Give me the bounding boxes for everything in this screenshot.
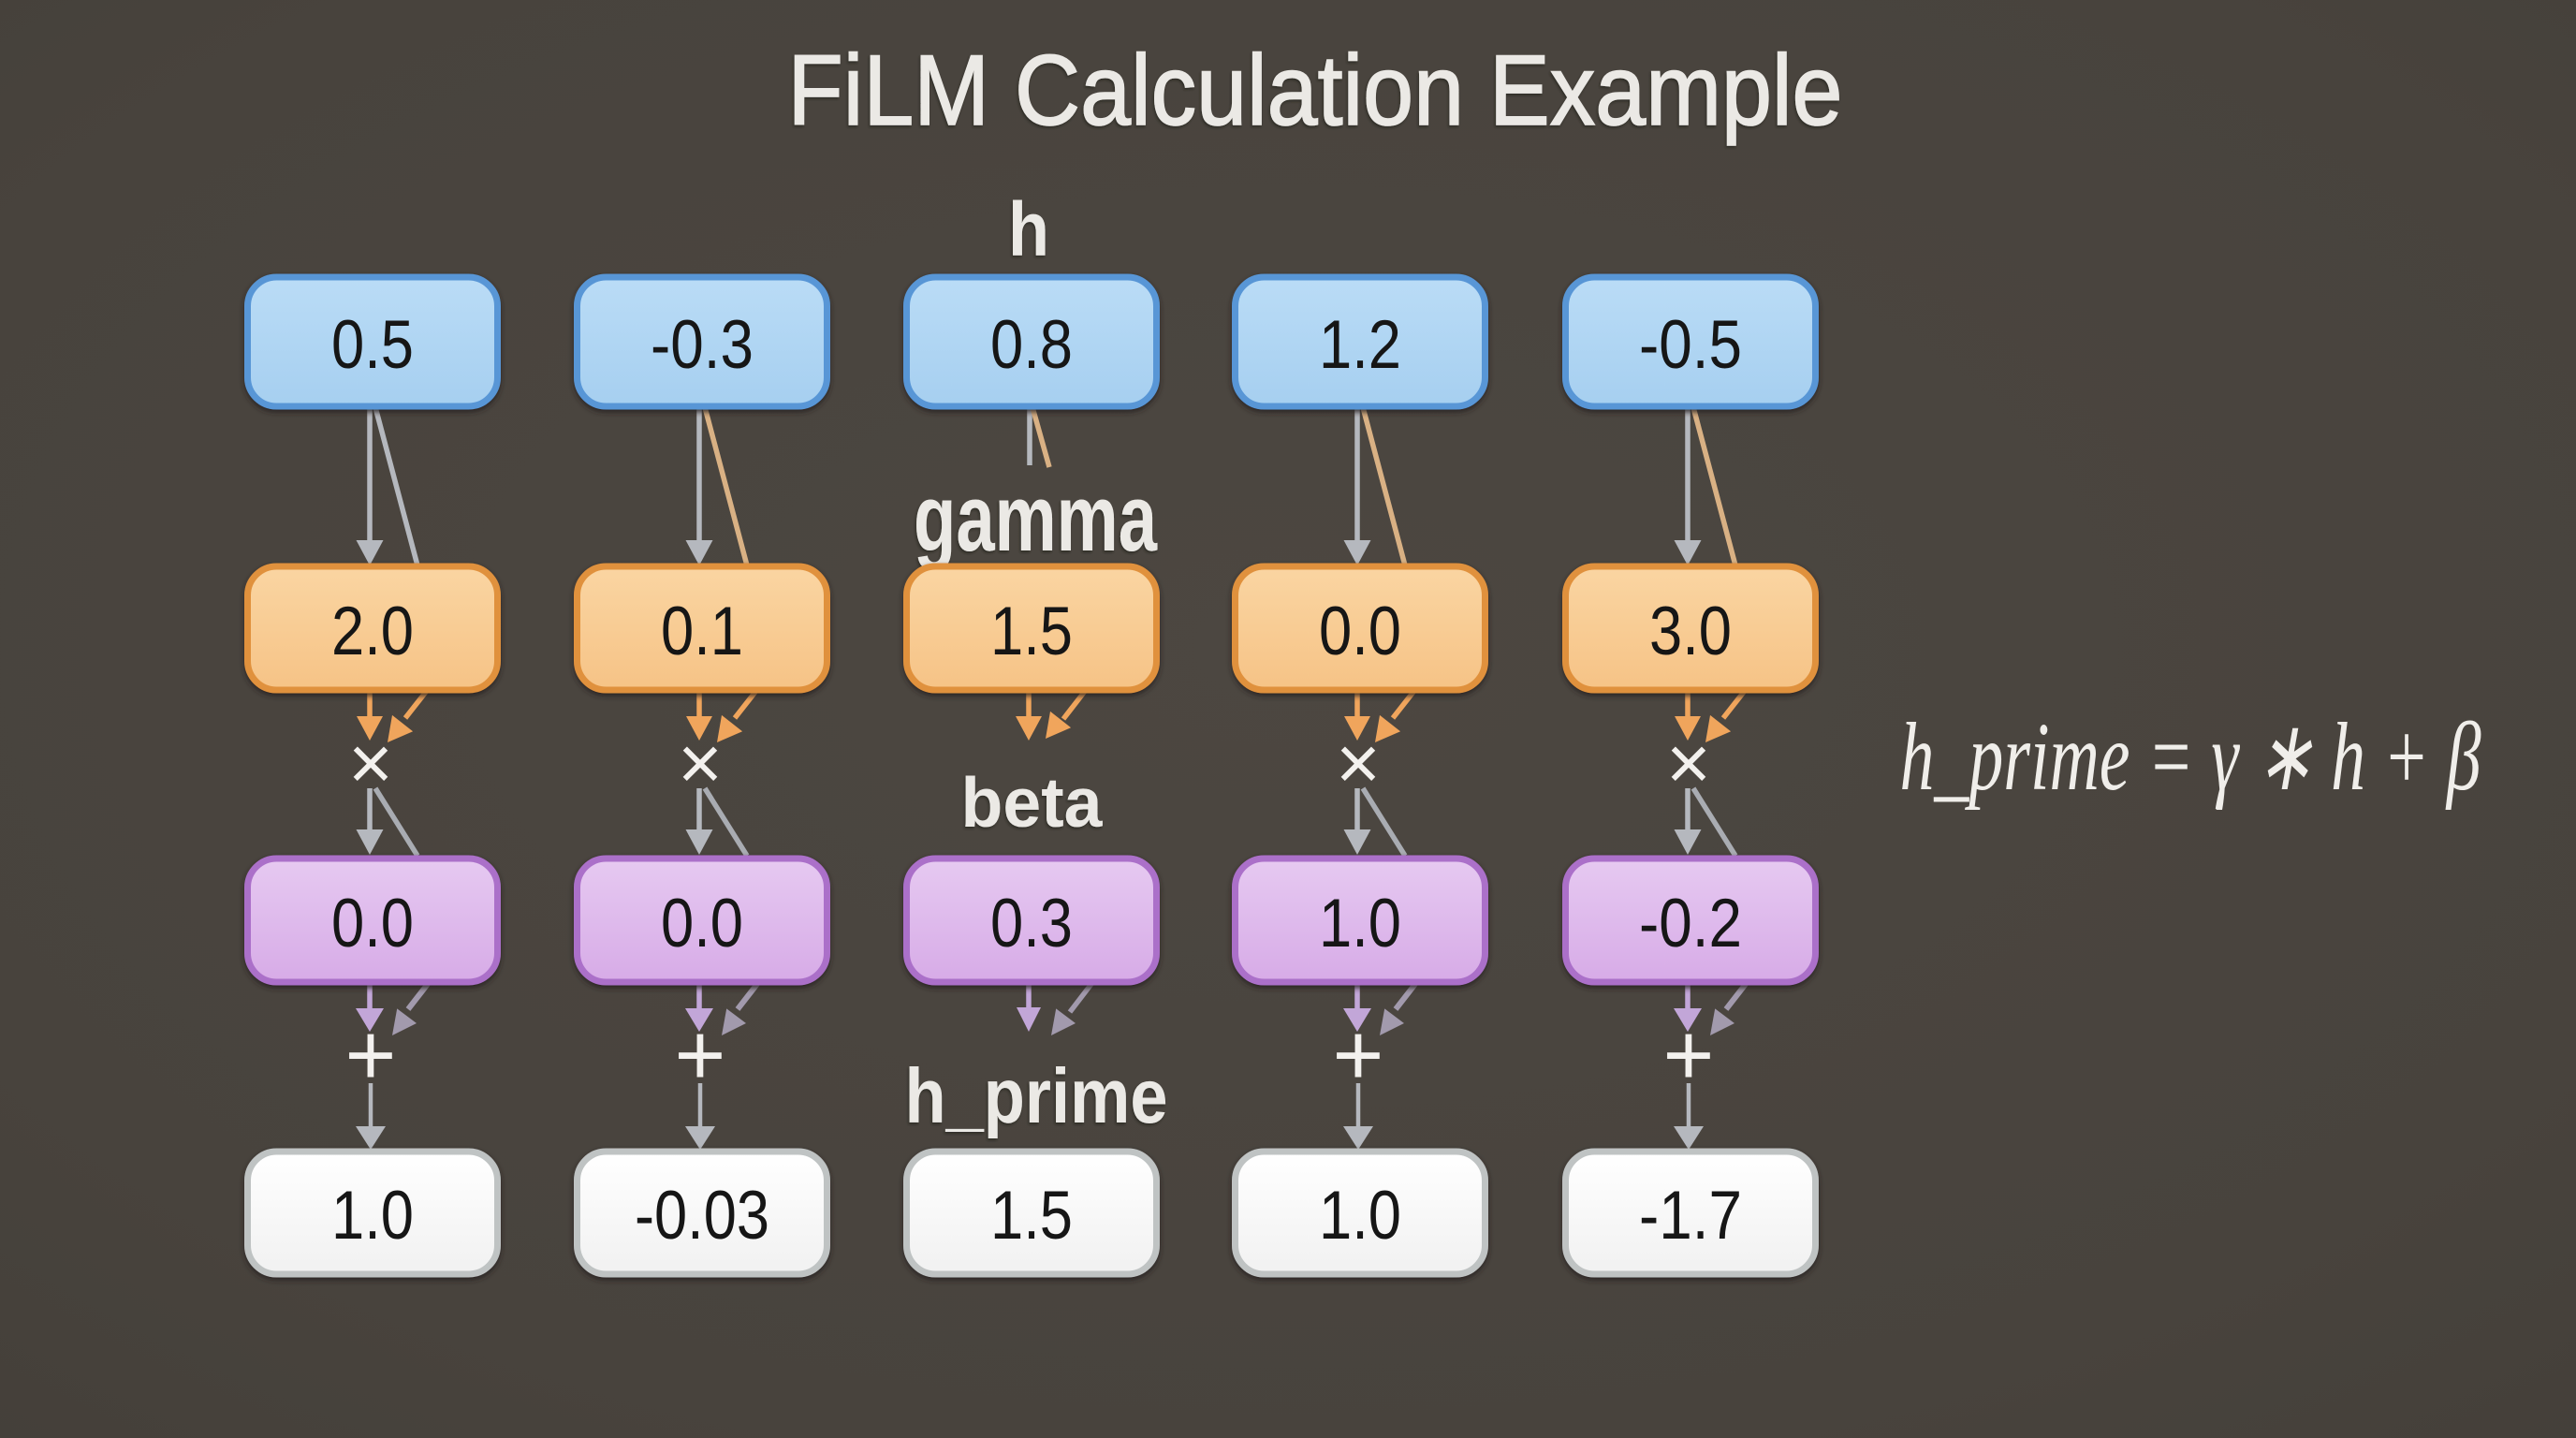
svg-text:1.0: 1.0 [1319, 886, 1401, 961]
svg-text:beta: beta [961, 763, 1104, 842]
svg-text:0.5: 0.5 [331, 307, 414, 383]
svg-text:-0.5: -0.5 [1639, 307, 1742, 383]
svg-text:1.2: 1.2 [1319, 307, 1401, 383]
svg-text:×: × [1666, 721, 1711, 806]
svg-text:+: + [1663, 1005, 1715, 1104]
svg-text:0.3: 0.3 [990, 886, 1073, 961]
svg-text:2.0: 2.0 [331, 594, 414, 669]
svg-text:-0.3: -0.3 [651, 307, 754, 383]
svg-text:0.8: 0.8 [990, 307, 1073, 383]
svg-text:+: + [675, 1005, 726, 1104]
svg-text:0.1: 0.1 [661, 594, 743, 669]
svg-text:×: × [348, 721, 393, 806]
svg-text:0.0: 0.0 [1319, 594, 1401, 669]
svg-text:×: × [1336, 721, 1381, 806]
svg-text:-0.2: -0.2 [1639, 886, 1742, 961]
svg-text:1.0: 1.0 [1319, 1178, 1401, 1254]
svg-text:1.5: 1.5 [990, 594, 1073, 669]
svg-text:-1.7: -1.7 [1639, 1178, 1742, 1254]
svg-text:+: + [345, 1005, 397, 1104]
svg-text:gamma: gamma [914, 466, 1158, 571]
svg-text:1.5: 1.5 [990, 1178, 1073, 1254]
svg-text:1.0: 1.0 [331, 1178, 414, 1254]
svg-text:FiLM Calculation Example: FiLM Calculation Example [788, 34, 1843, 146]
svg-text:h_prime: h_prime [905, 1052, 1168, 1139]
svg-text:0.0: 0.0 [661, 886, 743, 961]
svg-text:0.0: 0.0 [331, 886, 414, 961]
svg-text:h_prime = γ ∗ h + β: h_prime = γ ∗ h + β [1900, 703, 2481, 811]
svg-text:3.0: 3.0 [1649, 594, 1732, 669]
svg-text:-0.03: -0.03 [635, 1178, 769, 1254]
svg-text:+: + [1333, 1005, 1384, 1104]
svg-text:×: × [678, 721, 723, 806]
svg-text:h: h [1008, 187, 1049, 272]
